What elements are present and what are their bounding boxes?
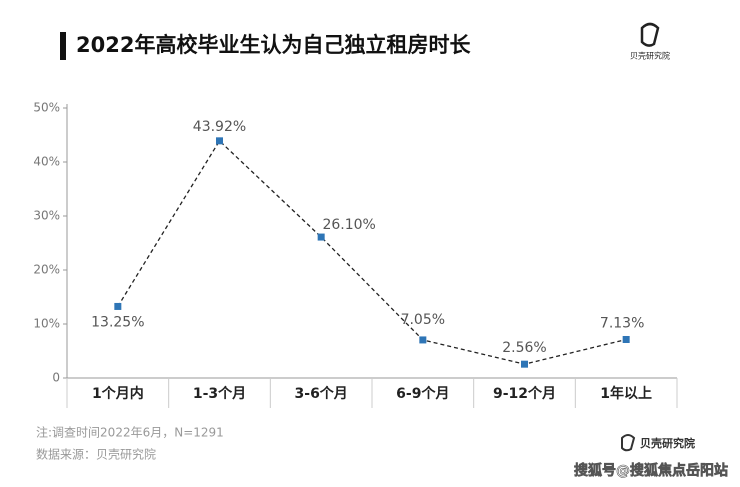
brand-logo-top: 贝壳研究院 xyxy=(630,22,670,61)
y-tick-label: 50% xyxy=(33,101,60,115)
marker xyxy=(521,360,528,368)
marker xyxy=(114,302,122,310)
x-tick-label: 9-12个月 xyxy=(493,385,556,402)
logo-icon xyxy=(621,434,636,452)
y-tick-label: 0 xyxy=(52,371,60,385)
value-label: 13.25% xyxy=(91,314,144,330)
line xyxy=(117,139,627,365)
value-label: 7.13% xyxy=(600,315,644,331)
note: 注:调查时间2022年6月，N=1291 xyxy=(36,425,224,440)
marker xyxy=(419,336,427,344)
chart-title: 2022年高校毕业生认为自己独立租房时长 xyxy=(76,33,471,57)
y-tick-label: 10% xyxy=(33,317,60,331)
brand-logo-bottom: 贝壳研究院 xyxy=(621,434,695,452)
title-bar xyxy=(60,32,66,60)
brand-text: 贝壳研究院 xyxy=(640,436,695,450)
value-label: 26.10% xyxy=(322,217,375,233)
value-label: 7.05% xyxy=(401,312,445,328)
marker xyxy=(622,335,630,343)
x-tick-label: 1年以上 xyxy=(600,385,652,402)
y-tick-label: 30% xyxy=(33,209,60,223)
y-tick-label: 20% xyxy=(33,263,60,277)
x-tick-label: 1个月内 xyxy=(92,385,144,402)
marker xyxy=(216,137,223,145)
source: 数据来源：贝壳研究院 xyxy=(36,447,156,462)
value-label: 2.56% xyxy=(502,340,546,356)
watermark: 搜狐号@搜狐焦点岳阳站 xyxy=(574,462,728,479)
logo-icon xyxy=(640,22,660,47)
x-tick-label: 3-6个月 xyxy=(295,385,348,402)
x-tick-label: 1-3个月 xyxy=(193,385,246,402)
value-label: 43.92% xyxy=(193,119,246,135)
marker xyxy=(317,233,325,241)
y-tick-label: 40% xyxy=(33,155,60,169)
brand-text: 贝壳研究院 xyxy=(630,51,670,61)
x-tick-label: 6-9个月 xyxy=(396,385,449,402)
